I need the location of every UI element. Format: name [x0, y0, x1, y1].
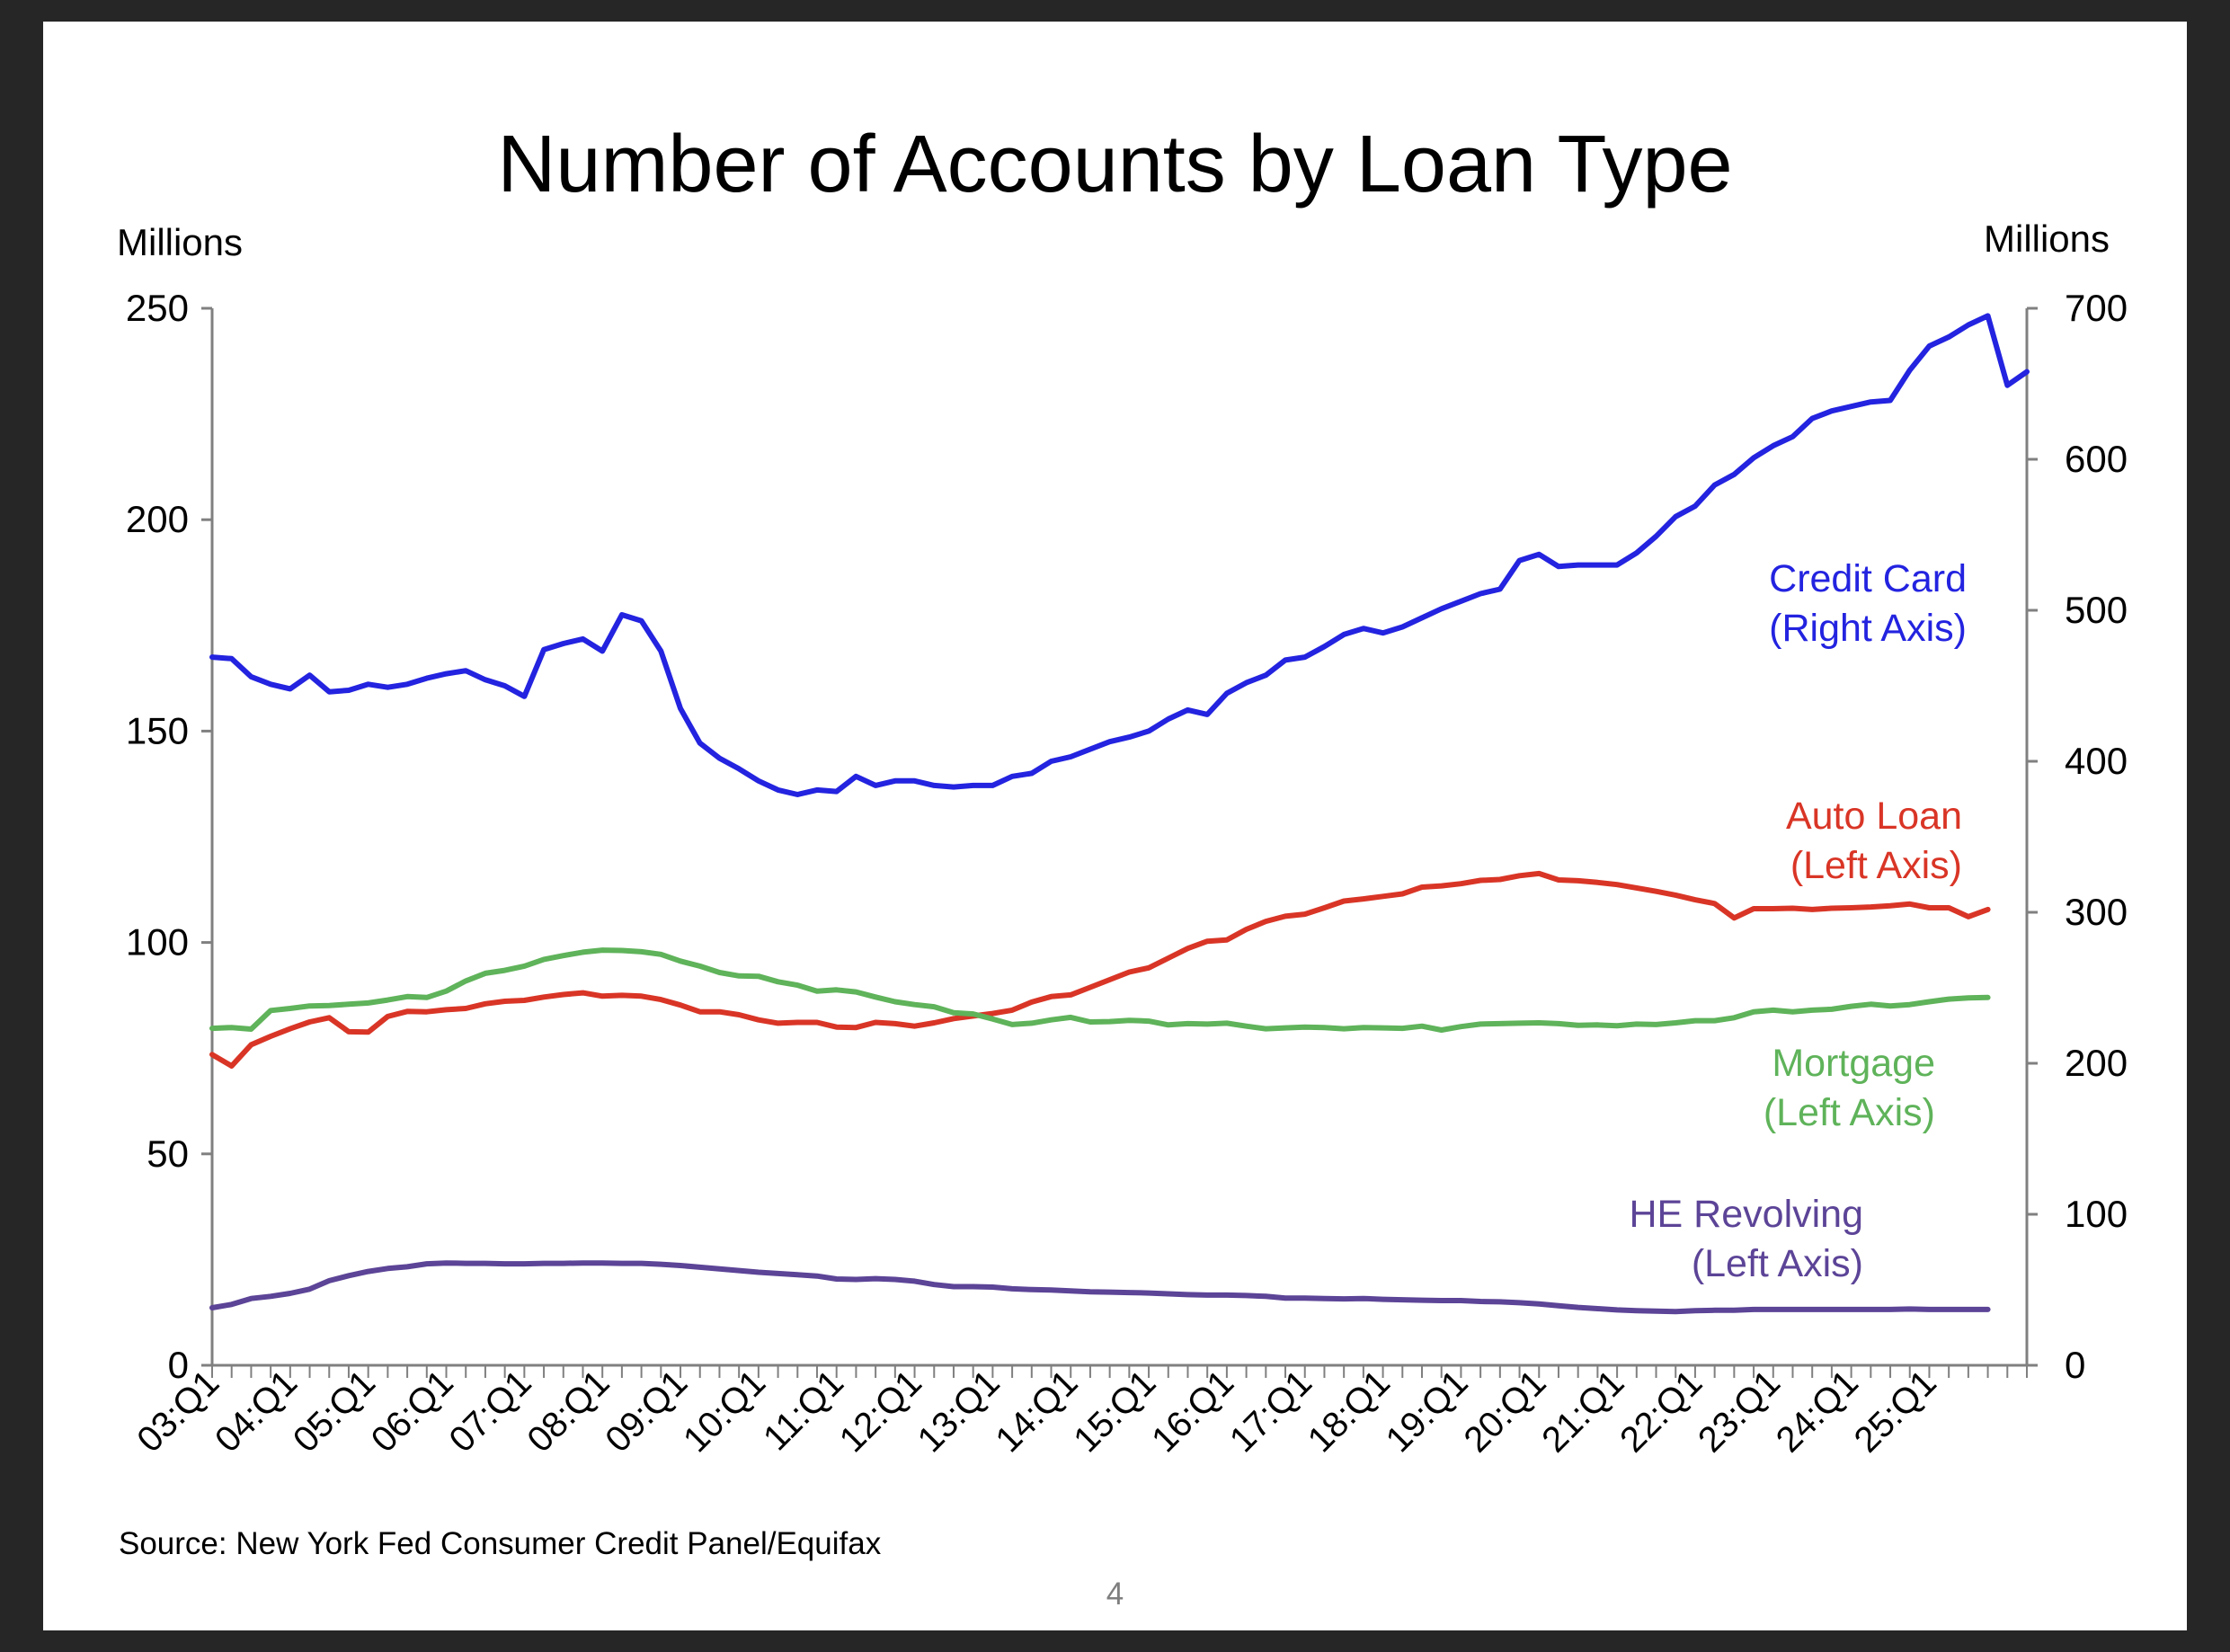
right-tick-label: 600	[2065, 438, 2128, 480]
chart-title: Number of Accounts by Loan Type	[497, 120, 1733, 209]
x-tick-label: 21:Q1	[1534, 1363, 1631, 1460]
legend-credit-card: Credit Card (Right Axis)	[1769, 555, 1967, 653]
right-tick-label: 300	[2065, 891, 2128, 933]
x-tick-label: 23:Q1	[1691, 1363, 1788, 1460]
right-tick-label: 100	[2065, 1193, 2128, 1235]
left-tick-label: 200	[126, 498, 189, 540]
legend-he-revolving: HE Revolving (Left Axis)	[1630, 1190, 1864, 1289]
x-tick-label: 10:Q1	[676, 1363, 773, 1460]
legend-he-revolving-axis: (Left Axis)	[1691, 1242, 1863, 1285]
left-tick-label: 0	[168, 1344, 189, 1386]
right-axis-ticks: 0 100 200 300 400 500 600 700	[2027, 287, 2128, 1386]
legend-auto-loan-axis: (Left Axis)	[1790, 844, 1962, 887]
left-tick-label: 250	[126, 287, 189, 329]
slide: 0 50 100 150 200 250 0 100 200 300 400 500 600 700 0…	[43, 22, 2187, 1630]
x-tick-label: 11:Q1	[756, 1363, 851, 1458]
left-tick-label: 50	[147, 1132, 189, 1175]
x-axis-ticks: 03:Q104:Q105:Q106:Q107:Q108:Q109:Q110:Q1…	[129, 1363, 2028, 1460]
x-tick-label: 20:Q1	[1456, 1363, 1553, 1460]
legend-credit-card-axis: (Right Axis)	[1769, 607, 1967, 650]
legend-credit-card-name: Credit Card	[1769, 557, 1967, 600]
legend-he-revolving-name: HE Revolving	[1629, 1193, 1864, 1236]
x-tick-label: 18:Q1	[1301, 1363, 1398, 1460]
series-line-auto-loan	[209, 870, 1991, 1069]
legend-mortgage-axis: (Left Axis)	[1763, 1091, 1935, 1134]
x-tick-label: 16:Q1	[1144, 1363, 1241, 1460]
source-note: Source: New York Fed Consumer Credit Pan…	[119, 1526, 882, 1561]
right-tick-label: 200	[2065, 1042, 2128, 1084]
x-tick-label: 15:Q1	[1066, 1363, 1163, 1460]
series-line-mortgage	[209, 947, 1991, 1033]
x-tick-label: 19:Q1	[1379, 1363, 1476, 1460]
x-tick-label: 06:Q1	[364, 1363, 461, 1460]
right-tick-label: 500	[2065, 589, 2128, 631]
chart-axes	[210, 308, 2029, 1367]
x-tick-label: 17:Q1	[1222, 1363, 1319, 1460]
series-line-he-revolving	[209, 1260, 1991, 1315]
series-line-credit-card	[209, 313, 2030, 797]
x-tick-label: 04:Q1	[208, 1363, 305, 1460]
right-tick-label: 400	[2065, 740, 2128, 782]
right-axis-units-label: Millions	[1984, 218, 2110, 260]
x-tick-label: 09:Q1	[598, 1363, 695, 1460]
left-tick-label: 150	[126, 709, 189, 751]
x-tick-label: 24:Q1	[1769, 1363, 1866, 1460]
x-tick-label: 14:Q1	[988, 1363, 1085, 1460]
legend-mortgage: Mortgage (Left Axis)	[1764, 1039, 1935, 1138]
x-tick-label: 25:Q1	[1847, 1363, 1944, 1460]
x-tick-label: 13:Q1	[911, 1363, 1008, 1460]
legend-auto-loan-name: Auto Loan	[1785, 795, 1962, 838]
right-tick-label: 0	[2065, 1344, 2085, 1386]
left-axis-ticks: 0 50 100 150 200 250	[126, 287, 212, 1386]
page-number: 4	[1106, 1577, 1124, 1612]
x-tick-label: 22:Q1	[1613, 1363, 1710, 1460]
x-tick-label: 12:Q1	[832, 1363, 929, 1460]
left-tick-label: 100	[126, 921, 189, 964]
right-tick-label: 700	[2065, 287, 2128, 329]
x-tick-label: 05:Q1	[286, 1363, 383, 1460]
legend-auto-loan: Auto Loan (Left Axis)	[1786, 792, 1962, 891]
line-chart: 0 50 100 150 200 250 0 100 200 300 400 500 600 700 0…	[126, 287, 2128, 1460]
left-axis-units-label: Millions	[117, 221, 244, 263]
legend-mortgage-name: Mortgage	[1772, 1042, 1935, 1085]
series-lines	[209, 313, 2030, 1315]
x-tick-label: 07:Q1	[442, 1363, 539, 1460]
x-tick-label: 08:Q1	[520, 1363, 617, 1460]
